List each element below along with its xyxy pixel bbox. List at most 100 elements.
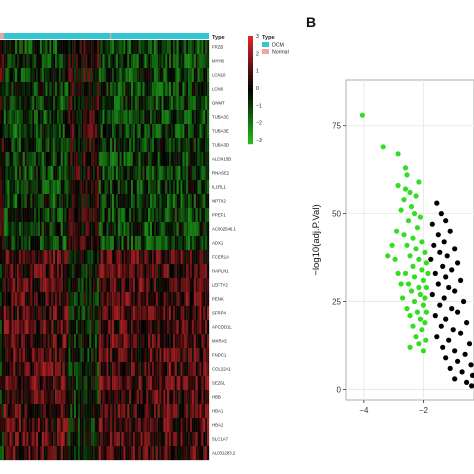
heatmap-cell [190,236,193,251]
heatmap-cell [49,264,52,279]
heatmap-cell [20,54,23,69]
heatmap-cell [159,82,162,97]
heatmap-cell [51,278,54,293]
heatmap-cell [98,446,101,461]
heatmap-cell [36,292,39,307]
heatmap-cell [83,138,86,153]
heatmap-cell [150,166,153,181]
heatmap-cell [117,124,120,139]
heatmap-cell [201,264,204,279]
heatmap-cell [133,68,136,83]
gene-label: HAPLN1 [212,269,229,274]
heatmap-cell [74,180,77,195]
heatmap-cell [104,96,107,111]
down-regulated-point [395,182,401,189]
heatmap-cell [85,446,88,461]
heatmap-cell [60,138,63,153]
heatmap-cell [169,54,172,69]
heatmap-cell [66,222,69,237]
heatmap-cell [117,348,120,363]
heatmap-cell [32,236,35,251]
heatmap-cell [36,418,39,433]
heatmap-cell [51,54,54,69]
heatmap-cell [114,292,117,307]
heatmap-cell [102,306,105,321]
heatmap-cell [57,194,60,209]
heatmap-cell [51,376,54,391]
down-regulated-point [389,242,395,248]
heatmap-cell [70,306,73,321]
heatmap-cell [155,208,158,223]
heatmap-cell [123,236,126,251]
heatmap-cell [114,138,117,153]
heatmap-cell [15,432,18,447]
heatmap-cell [136,208,139,223]
heatmap-cell [172,180,175,195]
heatmap-cell [77,96,80,111]
heatmap-cell [190,334,193,349]
heatmap-cell [157,138,160,153]
heatmap-cell [182,404,185,419]
heatmap-cell [38,124,41,139]
heatmap-cell [153,404,156,419]
heatmap-cell [110,278,113,293]
heatmap-cell [9,208,12,223]
heatmap-cell [186,278,189,293]
heatmap-cell [186,54,189,69]
heatmap-cell [190,292,193,307]
heatmap-cell [24,180,27,195]
heatmap-cell [114,320,117,335]
scale-step [248,69,253,73]
heatmap-cell [144,334,147,349]
heatmap-cell [125,320,128,335]
heatmap-cell [79,432,82,447]
heatmap-cell [133,250,136,265]
heatmap-cell [136,334,139,349]
color-scale-bar [248,36,253,145]
down-regulated-point [404,242,410,248]
heatmap-cell [26,376,29,391]
heatmap-cell [93,110,96,125]
heatmap-cell [108,432,111,447]
heatmap-cell [72,320,75,335]
heatmap-cell [11,334,14,349]
heatmap-cell [148,292,151,307]
heatmap-cell [72,194,75,209]
heatmap-cell [106,68,109,83]
heatmap-cell [74,264,77,279]
heatmap-cell [146,180,149,195]
heatmap-cell [134,306,137,321]
heatmap-cell [193,292,196,307]
not-significant-point [455,358,461,364]
heatmap-cell [41,166,44,181]
heatmap-cell [26,54,29,69]
heatmap-cell [157,180,160,195]
heatmap-cell [13,264,16,279]
heatmap-cell [26,390,29,405]
heatmap-cell [32,362,35,377]
heatmap-cell [121,432,124,447]
heatmap-cell [87,180,90,195]
heatmap-cell [47,446,50,461]
heatmap-cell [123,376,126,391]
heatmap-cell [165,68,168,83]
gene-label: ALOX15B [212,157,231,162]
heatmap-cell [19,138,22,153]
heatmap-cell [7,306,10,321]
heatmap-cell [49,278,52,293]
heatmap-cell [98,334,101,349]
heatmap-cell [32,194,35,209]
down-regulated-point [407,313,413,319]
heatmap-cell [5,110,8,125]
heatmap-cell [178,334,181,349]
heatmap-cell [36,404,39,419]
heatmap-cell [11,362,14,377]
heatmap-cell [3,194,6,209]
heatmap-cell [77,446,80,461]
heatmap-cell [138,54,141,69]
scale-step [248,63,253,66]
heatmap-cell [30,110,33,125]
heatmap-cell [102,40,105,55]
heatmap-cell [64,376,67,391]
heatmap-cell [66,250,69,265]
